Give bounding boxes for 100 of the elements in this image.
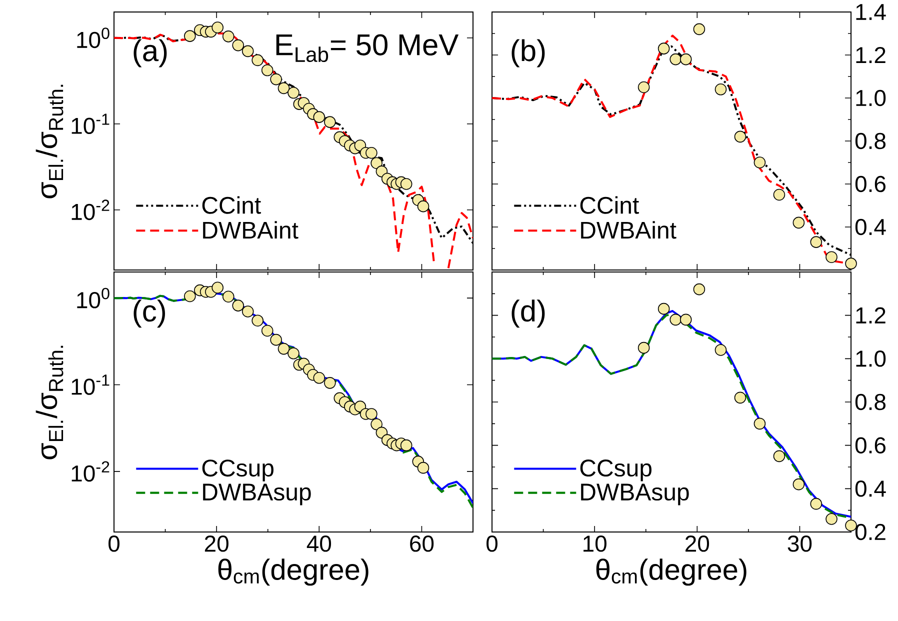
point bbox=[417, 200, 430, 212]
y-tick-label: 10$^{-2}$ bbox=[72, 200, 110, 220]
point bbox=[222, 290, 234, 303]
legend-label: DWBAsup bbox=[203, 484, 311, 506]
point bbox=[810, 236, 822, 248]
annotation: (c) bbox=[134, 300, 165, 328]
y-tick-label: 1.2 bbox=[856, 307, 886, 324]
annotation: (a) bbox=[134, 39, 167, 68]
y-tick-label: 0.8 bbox=[855, 394, 886, 410]
point bbox=[826, 251, 838, 263]
y-tick-label: 10$^{-1}$ bbox=[72, 114, 110, 134]
x-tick-label: 0 bbox=[486, 536, 498, 552]
y-tick-label: 1.0 bbox=[856, 90, 886, 106]
y-tick-label: 0.2 bbox=[855, 524, 886, 540]
point bbox=[810, 498, 822, 510]
point bbox=[324, 377, 336, 389]
point bbox=[754, 156, 766, 168]
point bbox=[754, 418, 766, 430]
point bbox=[366, 408, 378, 420]
point bbox=[400, 178, 412, 190]
point bbox=[845, 258, 857, 270]
point bbox=[222, 30, 234, 42]
point bbox=[324, 116, 336, 128]
point bbox=[693, 283, 706, 296]
x-tick-label: 0 bbox=[108, 536, 120, 552]
y-tick-label: 0.6 bbox=[855, 176, 886, 192]
point bbox=[734, 392, 746, 404]
point bbox=[792, 478, 805, 490]
point bbox=[232, 300, 244, 312]
point bbox=[773, 188, 786, 201]
annotation: E$_{Lab}$= 50 MeV bbox=[276, 34, 459, 62]
point bbox=[792, 216, 805, 229]
legend-label: CCsup bbox=[580, 460, 652, 482]
point bbox=[693, 23, 706, 36]
y-axis-title: σ$_{El.}$/σ$_{Ruth.}$ bbox=[36, 346, 64, 460]
x-tick-label: 20 bbox=[686, 536, 710, 552]
y-tick-label: 10$^{-1}$ bbox=[72, 374, 110, 395]
point bbox=[714, 83, 727, 96]
y-tick-label: 1.2 bbox=[856, 46, 886, 64]
point bbox=[242, 306, 254, 318]
point bbox=[261, 64, 274, 76]
x-axis-title: θ$_{cm}$(degree) bbox=[218, 558, 368, 586]
point bbox=[212, 22, 224, 34]
point bbox=[658, 42, 670, 54]
point bbox=[252, 54, 264, 66]
y-tick-label: 0.6 bbox=[855, 437, 886, 454]
y-tick-label: 1.0 bbox=[856, 350, 886, 367]
point bbox=[417, 462, 430, 474]
point bbox=[288, 348, 300, 360]
y-tick-label: 10$^{0}$ bbox=[77, 28, 110, 48]
point bbox=[212, 282, 224, 294]
legend-label: DWBAint bbox=[203, 221, 298, 239]
point bbox=[680, 314, 692, 326]
point bbox=[313, 372, 326, 384]
legend-label: DWBAint bbox=[581, 221, 676, 239]
y-tick-label: 10$^{-2}$ bbox=[72, 461, 110, 482]
y-tick-label: 0.4 bbox=[855, 480, 886, 497]
point bbox=[366, 146, 378, 159]
point bbox=[313, 111, 326, 123]
point bbox=[270, 334, 282, 346]
annotation: (b) bbox=[512, 39, 545, 68]
point bbox=[270, 73, 282, 86]
x-tick-label: 60 bbox=[410, 536, 434, 552]
point bbox=[638, 81, 650, 94]
point bbox=[242, 45, 254, 58]
point bbox=[232, 39, 244, 52]
y-tick-label: 10$^{0}$ bbox=[77, 288, 110, 308]
point bbox=[734, 130, 746, 143]
point bbox=[680, 53, 692, 66]
x-tick-label: 30 bbox=[788, 536, 812, 552]
point bbox=[261, 324, 274, 337]
x-tick-label: 10 bbox=[584, 536, 606, 552]
point bbox=[773, 450, 786, 462]
point bbox=[184, 30, 196, 42]
point bbox=[252, 314, 264, 326]
point bbox=[845, 520, 857, 532]
y-axis-title: σ$_{El.}$/σ$_{Ruth.}$ bbox=[36, 84, 64, 198]
point bbox=[278, 342, 290, 355]
point bbox=[670, 53, 682, 66]
legend-label: DWBAsup bbox=[581, 484, 689, 506]
legend-label: CCint bbox=[202, 196, 261, 214]
y-tick-label: 0.4 bbox=[855, 218, 886, 236]
point bbox=[184, 290, 196, 302]
point bbox=[658, 302, 670, 315]
y-tick-label: 0.8 bbox=[855, 132, 886, 150]
point bbox=[370, 418, 382, 430]
point bbox=[638, 342, 650, 354]
annotation: (d) bbox=[512, 300, 545, 328]
point bbox=[370, 157, 382, 169]
y-tick-label: 1.4 bbox=[856, 4, 886, 20]
point bbox=[278, 82, 290, 94]
x-axis-title: θ$_{cm}$(degree) bbox=[596, 558, 746, 586]
x-tick-label: 20 bbox=[204, 536, 228, 552]
legend-label: CCsup bbox=[202, 460, 274, 482]
point bbox=[826, 513, 838, 525]
point bbox=[670, 314, 682, 326]
point bbox=[400, 439, 412, 452]
legend-label: CCint bbox=[580, 196, 639, 214]
x-tick-label: 40 bbox=[306, 536, 332, 552]
point bbox=[288, 86, 300, 99]
